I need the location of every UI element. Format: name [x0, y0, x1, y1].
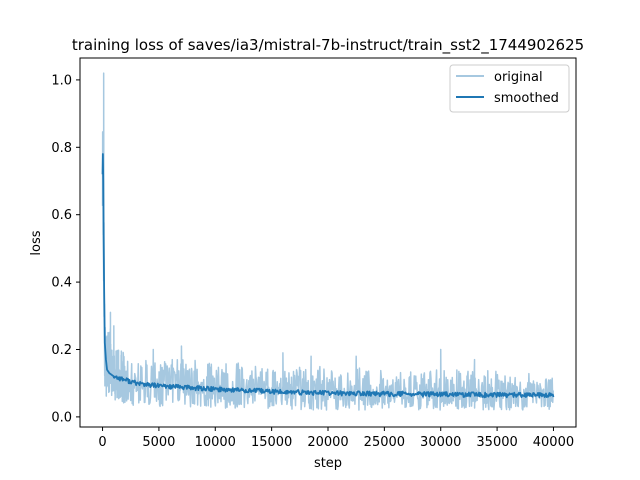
x-axis-label: step	[314, 456, 342, 471]
y-axis: 0.0 0.2 0.4 0.6 0.8 1.0	[51, 73, 80, 425]
chart-title: training loss of saves/ia3/mistral-7b-in…	[72, 36, 584, 55]
x-tick-label: 15000	[251, 435, 292, 450]
x-tick-label: 10000	[195, 435, 236, 450]
x-axis: 0 5000 10000 15000 20000 25000 30000 35000 40000	[98, 427, 574, 450]
y-tick-label: 0.2	[51, 343, 72, 358]
x-tick-label: 5000	[142, 435, 175, 450]
y-tick-label: 1.0	[51, 73, 72, 88]
y-axis-label: loss	[29, 230, 44, 255]
x-tick-label: 35000	[476, 435, 517, 450]
x-tick-label: 30000	[420, 435, 461, 450]
legend-label-original: original	[494, 70, 543, 85]
y-tick-label: 0.8	[51, 141, 72, 156]
x-tick-label: 20000	[307, 435, 348, 450]
smoothed-loss-line	[101, 153, 555, 399]
y-tick-label: 0.0	[51, 410, 72, 425]
x-tick-label: 40000	[533, 435, 574, 450]
y-tick-label: 0.6	[51, 208, 72, 223]
series-smoothed	[101, 153, 555, 399]
legend: original smoothed	[449, 64, 570, 113]
x-tick-label: 25000	[364, 435, 405, 450]
legend-label-smoothed: smoothed	[494, 91, 559, 106]
original-loss-line	[101, 72, 554, 411]
y-tick-label: 0.4	[51, 276, 72, 291]
series-original	[101, 72, 554, 411]
x-tick-label: 0	[98, 435, 106, 450]
